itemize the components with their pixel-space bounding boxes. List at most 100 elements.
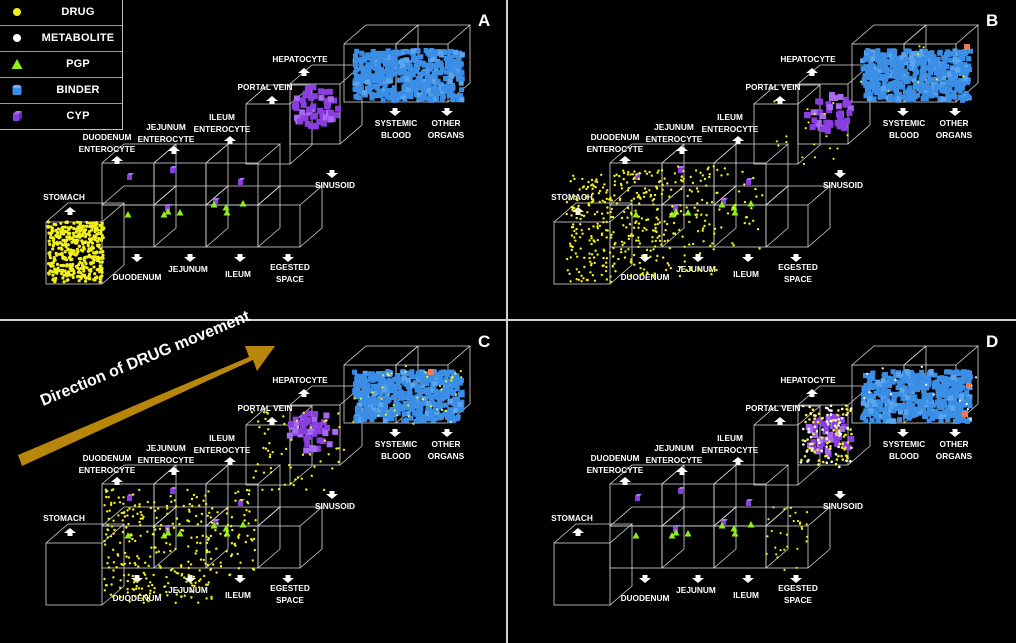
binder-cylinder xyxy=(940,386,946,392)
binder-cylinder xyxy=(937,77,943,82)
blood-drug-dot xyxy=(416,396,419,399)
hepatocyte-metabolite-dot xyxy=(838,465,841,469)
jejunum-drug-dot xyxy=(162,551,166,554)
portal-drug-dot xyxy=(264,417,267,421)
ileum-drug-dot xyxy=(234,544,237,547)
other-organs-label: OTHER xyxy=(939,118,968,128)
stomach-drug-dot xyxy=(88,272,92,276)
binder-cylinder xyxy=(411,57,416,63)
binder-cylinder xyxy=(369,371,375,377)
stomach-drug-dot xyxy=(87,268,91,272)
egested-drug-dot xyxy=(766,535,769,538)
duodenum-drug-dot xyxy=(638,171,641,175)
hepatocyte-drug-dot xyxy=(804,413,808,417)
jejunum-drug-dot xyxy=(191,584,194,587)
binder-cylinder xyxy=(431,372,437,378)
binder-cylinder xyxy=(927,77,933,83)
duodenum-drug-dot xyxy=(618,198,622,202)
jejunum-drug-dot xyxy=(700,198,704,202)
hepatocyte-drug-dot xyxy=(813,417,816,420)
duodenum-drug-dot xyxy=(118,541,122,544)
binder-cylinder xyxy=(861,77,867,82)
binder-cylinder xyxy=(441,387,447,393)
duodenum-drug-dot xyxy=(654,226,657,230)
egested-drug-dot xyxy=(770,529,773,533)
duodenum-enterocyte-label: ENTEROCYTE xyxy=(587,465,644,475)
cyp-cube xyxy=(819,126,826,133)
binder-cylinder xyxy=(358,58,364,63)
hepatocyte-metabolite-dot xyxy=(809,412,812,415)
marker-cube xyxy=(962,411,968,417)
stomach-drug-dot xyxy=(83,255,87,259)
binder-cylinder xyxy=(946,379,952,385)
binder-cylinder xyxy=(913,384,919,390)
cyp-cube xyxy=(306,428,313,435)
duodenum-drug-dot xyxy=(119,595,122,599)
duodenum-drug-dot xyxy=(613,194,616,197)
jejunum-drug-dot xyxy=(671,205,674,208)
up-arrow-icon xyxy=(298,389,310,397)
cyp-cube xyxy=(635,175,640,180)
cyp-cube xyxy=(300,102,307,109)
jejunum-drug-dot xyxy=(210,595,213,599)
duodenum-drug-dot xyxy=(133,595,137,598)
pgp-triangle xyxy=(164,529,172,536)
binder-cylinder xyxy=(871,399,877,405)
duodenum-enterocyte-label: DUODENUM xyxy=(83,453,132,463)
binder-cylinder xyxy=(366,397,371,403)
binder-cylinder xyxy=(875,417,881,423)
portal-drug-dot xyxy=(337,460,340,464)
binder-cylinder xyxy=(897,409,903,415)
duodenum-drug-dot xyxy=(648,170,651,174)
ileum-drug-dot xyxy=(206,514,209,517)
portal-drug-dot xyxy=(832,102,835,105)
binder-cylinder xyxy=(368,85,374,91)
binder-cylinder xyxy=(882,74,887,80)
stomach-drug-dot xyxy=(64,271,68,276)
duodenum-drug-dot xyxy=(627,170,630,174)
stomach-drug-dot xyxy=(602,248,605,251)
box-top xyxy=(903,345,980,366)
stomach-drug-dot xyxy=(81,242,85,246)
ileum-drug-dot xyxy=(723,167,727,170)
binder-cylinder xyxy=(882,371,888,377)
jejunum-drug-dot xyxy=(703,219,707,222)
panel-c: CSTOMACHDUODENUMENTEROCYTEJEJUNUMENTEROC… xyxy=(43,332,490,606)
binder-cylinder xyxy=(378,92,384,98)
stomach-drug-dot xyxy=(89,248,93,252)
portal-drug-dot xyxy=(277,487,281,491)
stomach-drug-dot xyxy=(67,272,71,276)
binder-cylinder xyxy=(889,63,895,69)
cyp-cube xyxy=(841,125,848,131)
binder-cylinder xyxy=(388,411,394,416)
ileum-drug-dot xyxy=(247,493,251,496)
hepatocyte-metabolite-dot xyxy=(830,460,833,464)
box-top xyxy=(765,506,832,527)
jejunum-drug-dot xyxy=(159,523,163,527)
binder-cylinder xyxy=(458,93,463,98)
binder-cylinder xyxy=(444,383,450,388)
binder-cylinder xyxy=(959,412,965,418)
binder-cylinder xyxy=(394,68,400,74)
duodenum-drug-dot xyxy=(642,191,646,195)
cyp-cube xyxy=(837,114,844,121)
binder-cylinder xyxy=(373,93,379,99)
binder-cylinder xyxy=(937,384,942,389)
ileum-enterocyte-box xyxy=(713,143,790,206)
stomach-drug-dot xyxy=(594,180,597,183)
cyp-cube xyxy=(673,206,678,211)
hepatocyte-drug xyxy=(800,404,853,466)
binder-cylinder xyxy=(959,85,965,91)
binder-cylinder xyxy=(955,67,961,73)
binder-cylinder xyxy=(354,377,360,383)
binder-cylinder xyxy=(891,53,897,59)
jejunum-drug-dot xyxy=(187,573,190,577)
stomach-drug-dot xyxy=(595,178,598,181)
jejunum-drug-dot xyxy=(688,188,691,192)
duodenum-drug-dot xyxy=(656,254,659,258)
binder-cylinder xyxy=(364,67,370,73)
binder-cylinder xyxy=(916,399,922,404)
duodenum-drug-dot xyxy=(615,173,618,176)
stomach-drug-dot xyxy=(68,255,72,259)
duodenum-drug-dot xyxy=(632,226,636,229)
